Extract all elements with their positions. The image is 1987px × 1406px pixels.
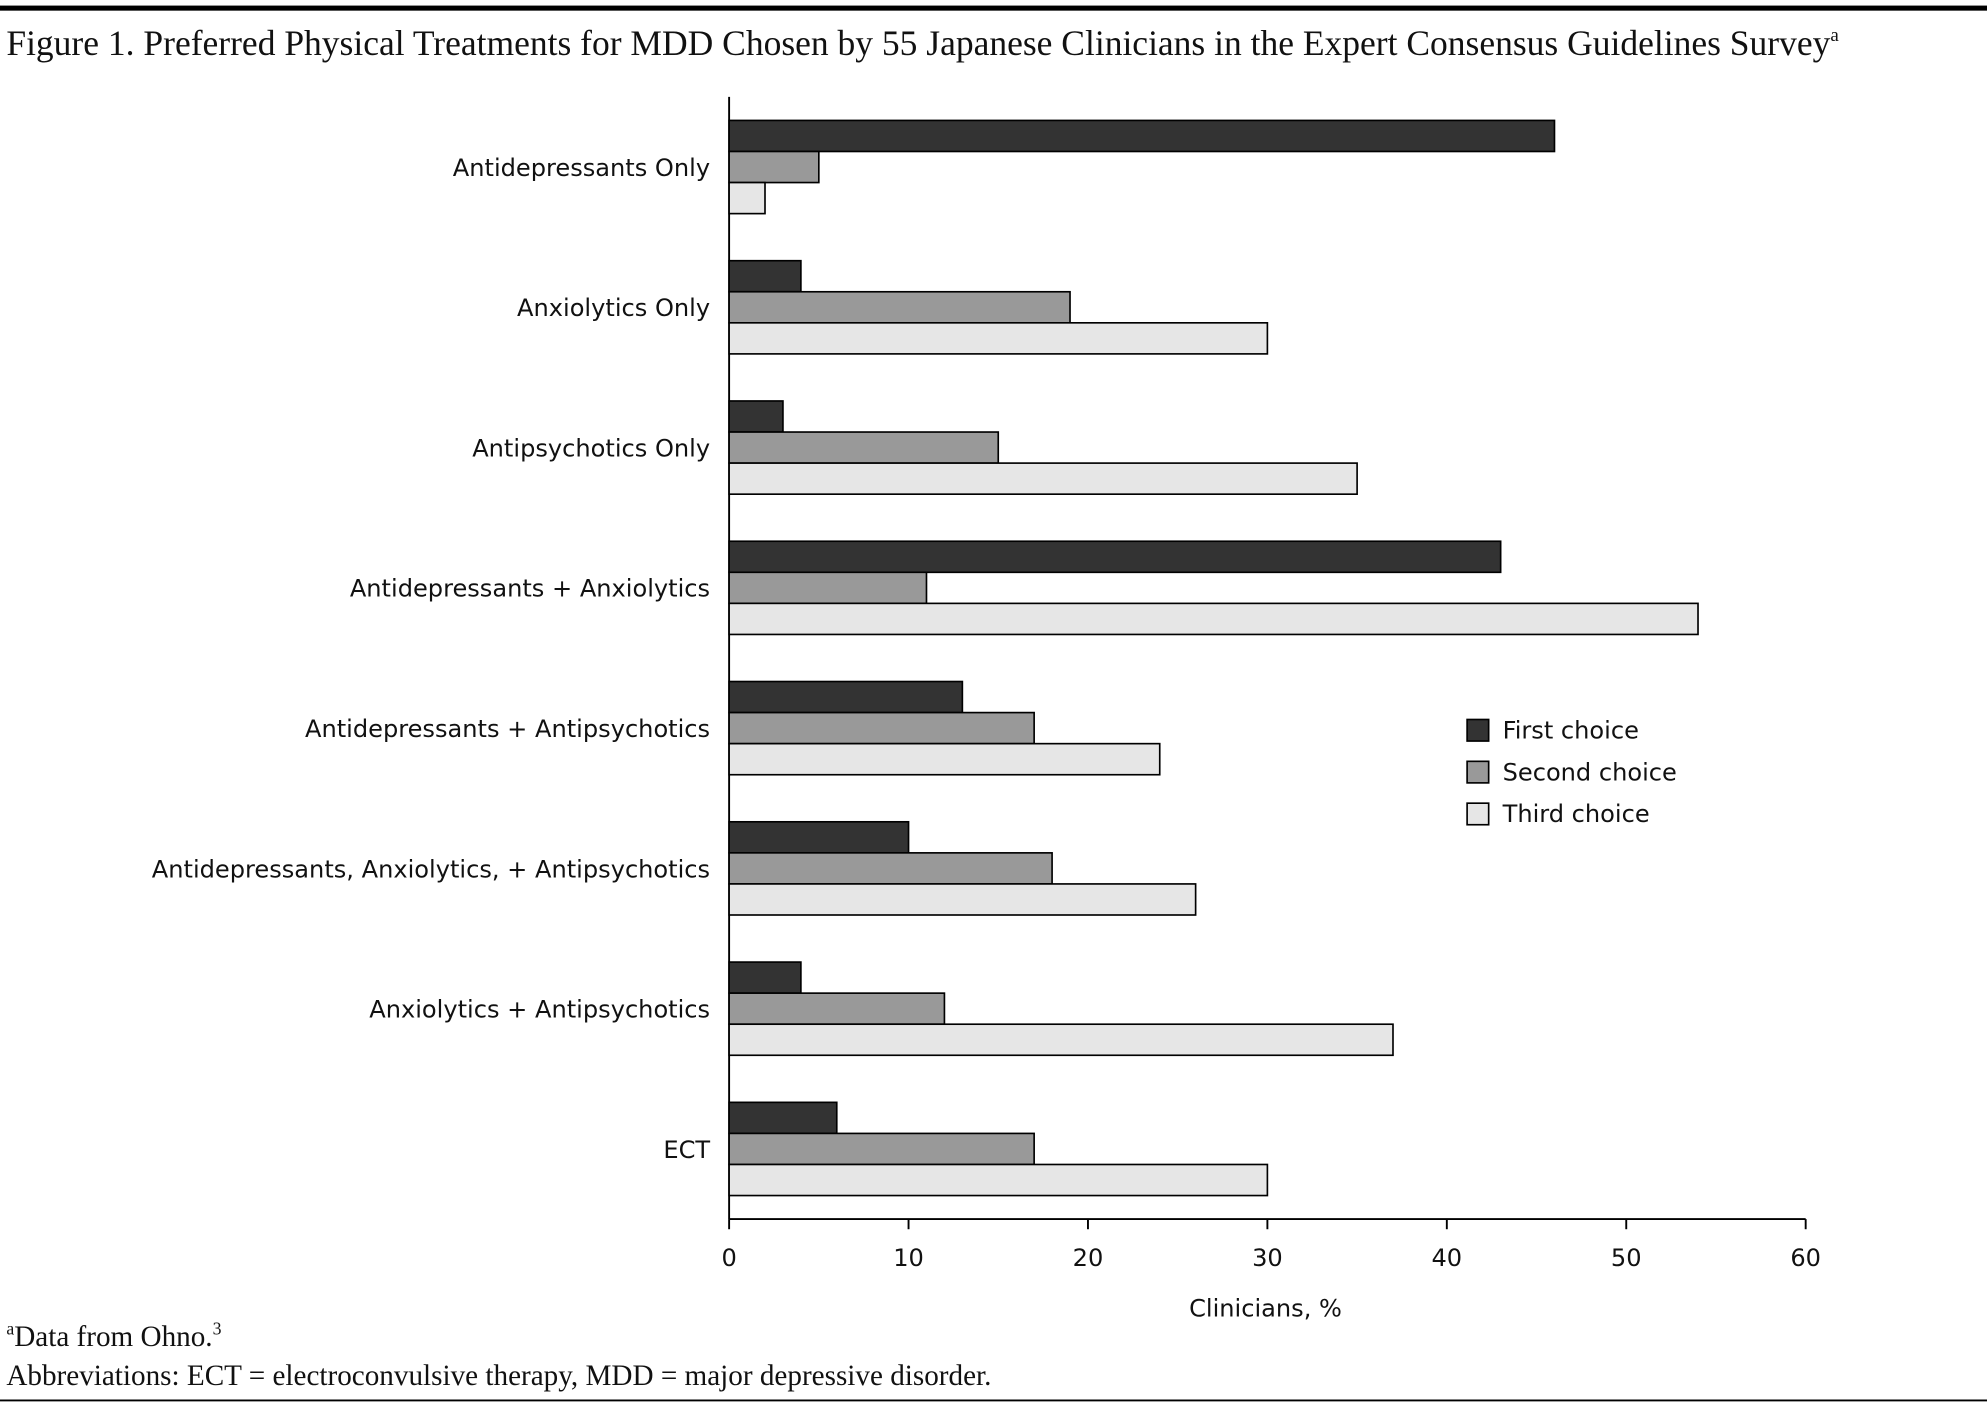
top-rule [0, 5, 1987, 11]
footnote-ref: 3 [213, 1318, 222, 1338]
footnote: aData from Ohno.3 [6, 1318, 221, 1352]
x-tick-label: 60 [1790, 1244, 1821, 1272]
title-text: Figure 1. Preferred Physical Treatments … [6, 23, 1830, 63]
bar [728, 820, 910, 854]
bar [728, 322, 1269, 355]
chart-title: Figure 1. Preferred Physical Treatments … [6, 23, 1839, 63]
bar [728, 290, 1071, 324]
title-note-marker: a [1830, 25, 1839, 46]
footnote-marker: a [6, 1318, 14, 1338]
bar [728, 119, 1556, 153]
bar [728, 742, 1161, 776]
bar [728, 181, 766, 215]
legend-swatch [1466, 802, 1490, 826]
x-tick-label: 0 [721, 1244, 736, 1272]
legend-label: Second choice [1503, 758, 1677, 786]
bar [728, 1101, 838, 1135]
x-tick-label: 50 [1611, 1244, 1642, 1272]
legend-swatch [1466, 760, 1490, 784]
bar [728, 259, 802, 293]
abbreviations: Abbreviations: ECT = electroconvulsive t… [6, 1360, 991, 1392]
bar [728, 540, 1502, 574]
y-tick-label: Antidepressants + Anxiolytics [350, 575, 710, 603]
bar [728, 680, 964, 714]
y-tick-label: Antidepressants, Anxiolytics, + Antipsyc… [152, 855, 710, 883]
x-tick-label: 40 [1431, 1244, 1462, 1272]
y-tick-label: Antipsychotics Only [472, 434, 710, 462]
bar [728, 992, 946, 1026]
bar [728, 602, 1699, 636]
legend-label: First choice [1503, 717, 1639, 745]
y-tick-label: Anxiolytics Only [517, 294, 710, 322]
bar [728, 1163, 1269, 1197]
bar [728, 961, 802, 994]
x-axis-label: Clinicians, % [1189, 1295, 1342, 1323]
y-tick-label: Antidepressants Only [453, 154, 710, 182]
x-tick-label: 10 [893, 1244, 924, 1272]
bar [728, 711, 1035, 745]
bar [728, 150, 820, 184]
x-tick-label: 20 [1073, 1244, 1104, 1272]
footnote-text: Data from Ohno. [14, 1321, 212, 1353]
bar [728, 852, 1053, 885]
bar [728, 1132, 1035, 1166]
bar [728, 431, 1000, 464]
bar [728, 571, 928, 605]
bar [728, 462, 1358, 495]
bar [728, 1023, 1394, 1057]
legend-label: Third choice [1502, 800, 1650, 828]
bar [728, 883, 1197, 916]
legend-swatch [1466, 718, 1490, 742]
y-tick-label: Anxiolytics + Antipsychotics [369, 996, 710, 1024]
x-tick-label: 30 [1252, 1244, 1283, 1272]
bar [728, 400, 784, 433]
y-tick-label: Antidepressants + Antipsychotics [305, 715, 710, 743]
y-tick-label: ECT [663, 1136, 710, 1164]
